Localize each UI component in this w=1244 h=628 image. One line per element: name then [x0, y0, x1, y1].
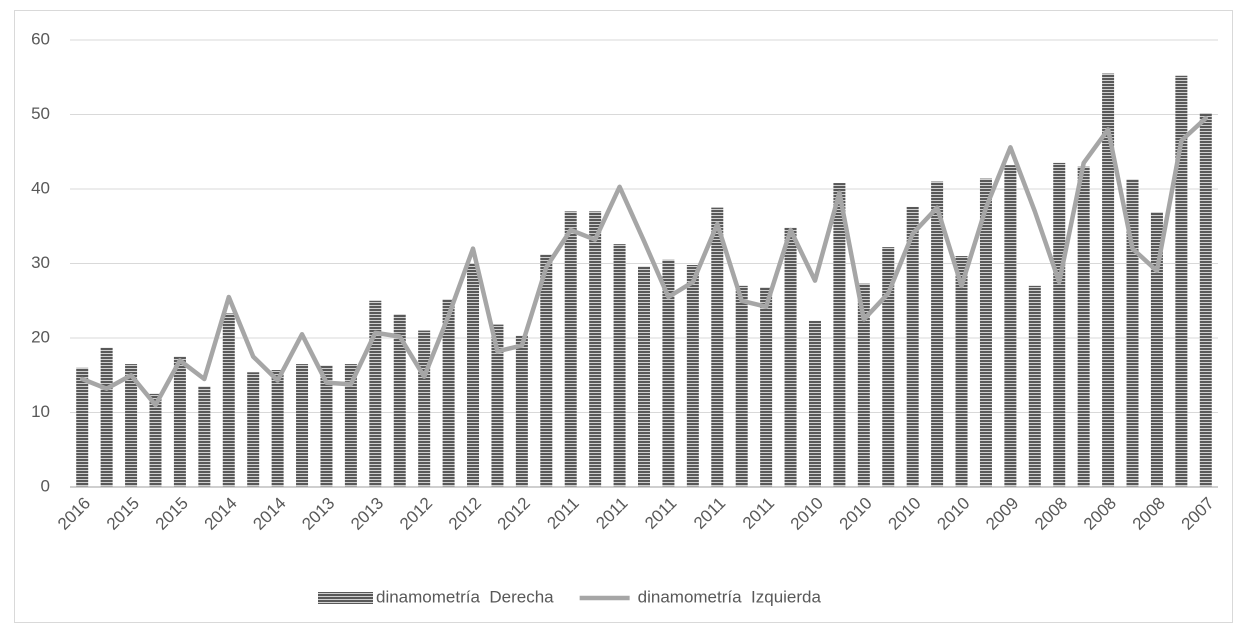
bar: [735, 285, 748, 487]
bar: [979, 178, 992, 487]
bar: [369, 300, 382, 487]
bar: [320, 365, 333, 487]
bar: [393, 314, 406, 487]
bar: [100, 347, 113, 487]
y-tick-label: 30: [31, 253, 50, 272]
bar: [1175, 75, 1188, 487]
y-tick-label: 60: [31, 29, 50, 48]
bar: [467, 263, 480, 487]
bar: [760, 287, 773, 487]
bar: [857, 283, 870, 487]
bar: [515, 335, 528, 487]
y-tick-label: 50: [31, 104, 50, 123]
legend-label: dinamometría Izquierda: [638, 587, 822, 606]
bar: [540, 254, 553, 487]
legend-label: dinamometría Derecha: [376, 587, 554, 606]
bar: [589, 211, 602, 487]
bar: [125, 364, 138, 487]
y-tick-label: 20: [31, 327, 50, 346]
bar: [76, 367, 89, 487]
bar: [247, 372, 260, 487]
bar: [1102, 73, 1115, 488]
bar: [955, 256, 968, 487]
bar: [882, 247, 895, 487]
bar: [1126, 179, 1139, 487]
y-tick-label: 0: [41, 476, 50, 495]
bar: [1053, 162, 1066, 488]
bar: [1004, 165, 1017, 487]
bar: [638, 266, 650, 487]
bar: [711, 207, 724, 487]
bar: [662, 259, 675, 487]
legend-swatch: [318, 592, 373, 604]
bar: [222, 313, 235, 487]
bar: [1077, 166, 1090, 487]
bar: [149, 393, 162, 487]
y-tick-label: 40: [31, 178, 50, 197]
bar: [784, 227, 797, 488]
bar: [833, 183, 846, 488]
bar: [1199, 113, 1212, 487]
bar: [418, 330, 431, 487]
bar: [491, 324, 504, 487]
bar: [808, 320, 821, 487]
bar: [613, 244, 626, 487]
bar: [296, 364, 309, 487]
bar: [442, 299, 455, 487]
y-tick-label: 10: [31, 402, 50, 421]
bar: [931, 181, 944, 488]
bar: [906, 206, 919, 487]
line: [79, 115, 1209, 408]
bar: [1150, 212, 1163, 487]
bar: [1028, 285, 1041, 487]
bar: [198, 386, 211, 487]
bar: [564, 211, 577, 487]
bar: [173, 356, 186, 487]
bar: [271, 370, 284, 487]
bar: [344, 364, 357, 487]
bar: [686, 264, 699, 487]
